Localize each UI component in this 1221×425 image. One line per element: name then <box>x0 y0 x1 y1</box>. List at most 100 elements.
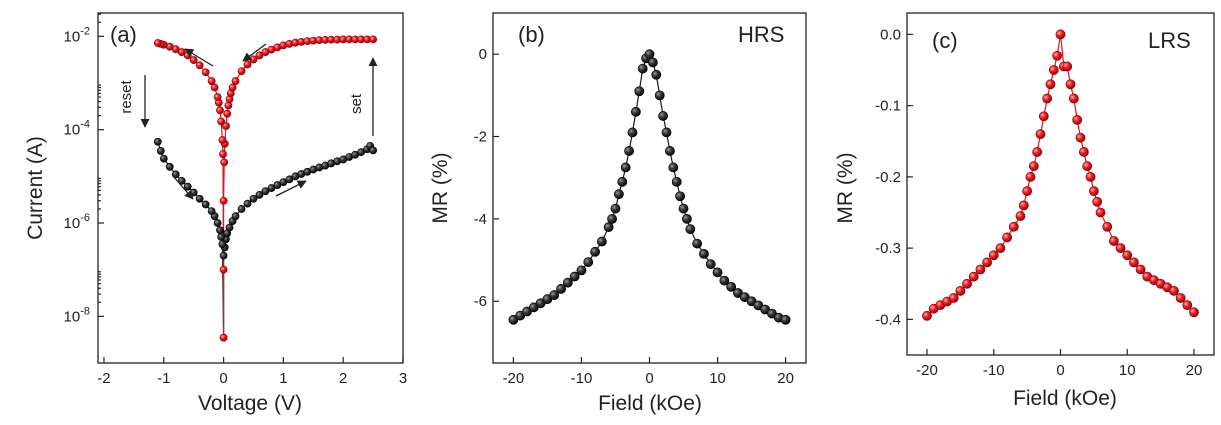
panel-b-black-data-point <box>654 90 665 101</box>
panel-a-frame <box>97 12 404 364</box>
panel-a-red-data-point <box>218 136 227 144</box>
panel-a-y-tick-label: 10-2 <box>64 25 90 45</box>
panel-c-red-data-point <box>1025 171 1036 182</box>
panel-a-x-axis-title: Voltage (V) <box>198 392 302 415</box>
panel-b-black-data-point <box>569 271 580 282</box>
panel-c-red-data-point <box>1102 221 1113 232</box>
panel-b-x-axis-title: Field (kOe) <box>598 392 702 415</box>
panel-b-y-tick-label: 0 <box>479 46 487 63</box>
panel-c-red-data-point <box>1068 93 1079 104</box>
panel-c-red-data-point <box>1189 307 1199 318</box>
panel-b-black-data-point <box>780 314 791 325</box>
panel-c-red-data-point <box>1002 232 1013 243</box>
panel-b-black-data-point <box>719 275 730 286</box>
panel-a-red-data-point <box>213 93 222 101</box>
panel-b-state-label: HRS <box>738 22 784 47</box>
panel-c-x-tick-label: -20 <box>916 362 938 379</box>
panel-c-red-data-point <box>1078 147 1089 157</box>
panel-c-red-data-point <box>955 285 966 296</box>
panel-b-black-data-point <box>712 267 723 278</box>
panel-c-red-data-point <box>1055 29 1066 40</box>
panel-c-red-data-point <box>1182 300 1193 311</box>
arrow-black-left <box>172 175 194 200</box>
panel-c-red-data-point <box>1042 93 1053 104</box>
panel-c-red-data-point <box>1075 132 1086 143</box>
panel-a-black-data-point <box>189 188 198 197</box>
panel-a-red-data-point <box>237 67 246 75</box>
panel-b-black-data-point <box>556 283 566 294</box>
panel-b-black-data-point <box>549 290 560 300</box>
panel-b-black-data-point <box>583 257 594 268</box>
panel-b-black-data-point <box>634 86 645 97</box>
panel-b-black-data-point <box>648 57 658 68</box>
panel-c-red-data-point <box>1072 114 1083 125</box>
panel-c-red-data-point <box>1092 196 1103 207</box>
panel-b-y-ticks: -6 -4 -2 0 <box>474 46 499 310</box>
panel-b-label: (b) <box>518 22 545 47</box>
panel-b-x-tick-label: 20 <box>777 370 794 387</box>
panel-c-red-data-point <box>988 250 999 261</box>
panel-a-red-data-point <box>255 51 264 60</box>
panel-a-black-data-point <box>217 233 226 241</box>
panel-a-x-tick-label: 0 <box>219 370 227 387</box>
panel-b-black-data-point <box>637 63 648 74</box>
panel-c-red-data-point <box>1175 293 1186 303</box>
panel-a-label: (a) <box>110 22 137 47</box>
panel-c-x-axis-title: Field (kOe) <box>1013 387 1117 410</box>
panel-c-red-data-point <box>1115 243 1126 254</box>
panel-c-red-data-point <box>1065 79 1076 90</box>
panel-c-red-data-point <box>975 264 986 275</box>
panel-c-series-lines <box>926 34 1195 317</box>
panel-a-red-data-point <box>220 158 229 167</box>
panel-c-y-axis-title: MR (%) <box>834 152 857 223</box>
panel-c-red-data-point <box>1008 221 1019 232</box>
panel-a-x-tick-label: -2 <box>97 370 110 387</box>
panel-b-black-data-point <box>620 162 631 173</box>
panel-a-x-tick-label: -1 <box>157 370 170 387</box>
panel-b-black-data-point <box>682 213 692 224</box>
panel-c-red-data-point <box>1108 236 1119 246</box>
panel-a-black-data-point <box>201 200 210 209</box>
panel-c-y-tick-label: -0.4 <box>875 311 901 328</box>
panel-c-y-tick-label: -0.2 <box>875 169 901 186</box>
panel-c-red-data-point <box>1015 211 1026 221</box>
panel-b-black-data-point <box>671 176 682 187</box>
panel-a-x-tick-label: 1 <box>279 370 287 387</box>
panel-a-black-data-point <box>261 187 270 196</box>
panel-b-black-data-point <box>627 127 638 138</box>
panel-a-y-tick-label: 10-6 <box>64 212 90 232</box>
panel-a-black-data-point <box>225 223 234 232</box>
panel-b-x-tick-label: -10 <box>571 370 593 387</box>
panel-a-x-ticks: -2 -1 0 1 2 3 <box>97 357 407 387</box>
panel-c-red-data-point <box>1088 186 1099 197</box>
panel-b-black-data-point <box>665 146 675 156</box>
panel-a-black-data-point <box>165 162 174 171</box>
panel-c-x-tick-label: 20 <box>1186 362 1203 379</box>
panel-c-red-data-point <box>968 271 979 282</box>
panel-c-x-tick-label: 0 <box>1056 362 1064 379</box>
panel-b-black-data-point <box>576 265 587 276</box>
panel-b-black-data-point <box>610 203 621 214</box>
panel-a-black-data-point <box>255 190 264 199</box>
panel-b-series-lines <box>513 53 786 321</box>
panel-b-black-data-point <box>668 162 679 173</box>
panel-c-red-data-point <box>1048 65 1059 75</box>
panel-a-black-data-point <box>207 207 216 215</box>
panel-a-red-data-point <box>210 83 219 92</box>
panel-c-red-data-point <box>1038 111 1049 122</box>
panel-a-black-data-point <box>237 205 246 213</box>
panel-c-label: (c) <box>932 28 958 53</box>
panel-b-black-data-point <box>661 127 672 138</box>
panel-b-series-points <box>508 49 791 325</box>
annotation-set: set <box>348 93 365 114</box>
panel-a-red-data-point <box>201 68 210 77</box>
panel-a-red-data-point <box>222 122 230 130</box>
panel-b-black-data-point <box>699 248 709 259</box>
panel-b-black-data-point <box>590 246 600 257</box>
panel-b-black-data-point <box>630 106 641 117</box>
panel-a-black-data-point <box>156 147 165 155</box>
panel-b-black-data-point <box>658 111 669 121</box>
panel-a-y-ticks: 10-8 10-6 10-4 10-2 <box>64 13 104 325</box>
panel-b-black-data-point <box>624 146 634 156</box>
